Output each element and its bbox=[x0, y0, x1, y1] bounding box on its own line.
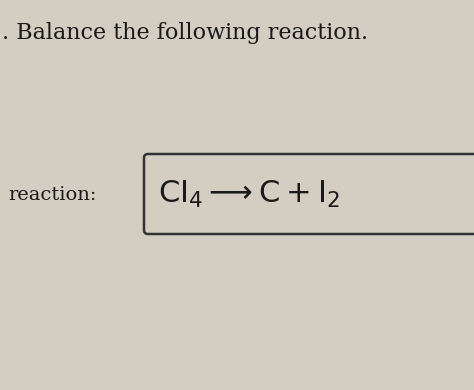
Text: reaction:: reaction: bbox=[8, 186, 96, 204]
Text: . Balance the following reaction.: . Balance the following reaction. bbox=[2, 22, 368, 44]
Text: $\mathrm{CI_4 \longrightarrow C + I_2}$: $\mathrm{CI_4 \longrightarrow C + I_2}$ bbox=[158, 179, 340, 209]
